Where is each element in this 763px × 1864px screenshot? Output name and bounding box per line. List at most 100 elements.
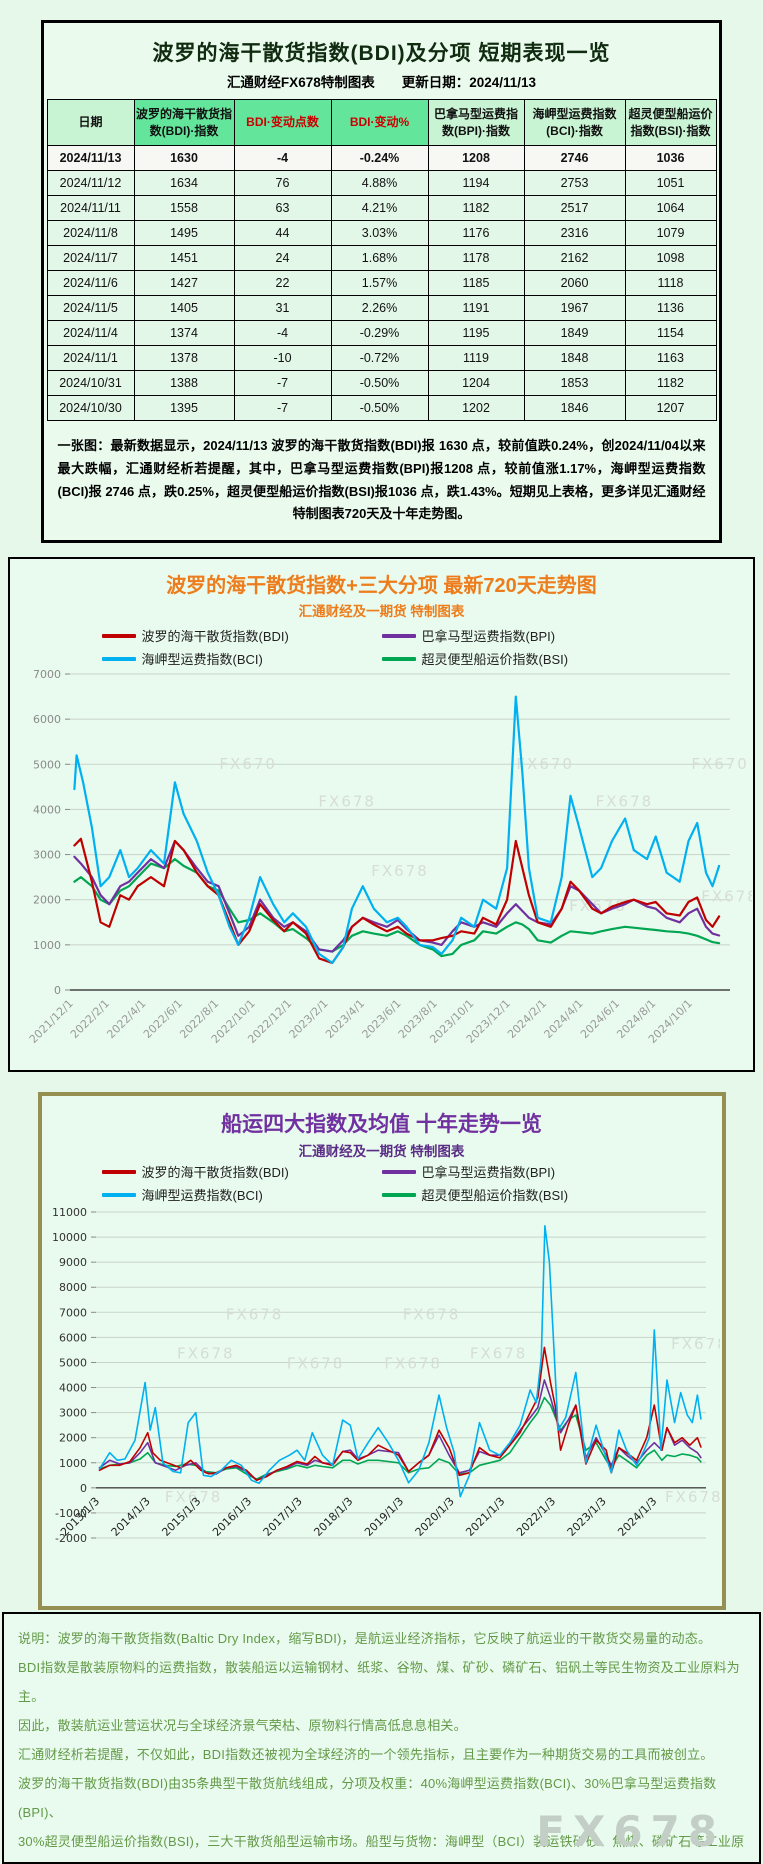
explanation-line: BDI指数是散装原物料的运费指数，散装船运以运输钢材、纸浆、谷物、煤、矿砂、磷矿… <box>18 1660 740 1704</box>
value-cell: 2746 <box>523 145 626 171</box>
chart-watermark: FX678 <box>402 1306 460 1324</box>
chart-10y-legend: 波罗的海干散货指数(BDI) 巴拿马型运费指数(BPI) 海岬型运费指数(BCI) 超… <box>101 1162 662 1204</box>
value-cell: 1.57% <box>330 270 429 296</box>
chart-watermark: FX678 <box>371 862 429 880</box>
y-tick-label: 10000 <box>52 1231 87 1244</box>
value-cell: 1204 <box>427 370 525 396</box>
table-row: 2024/11/12 1634 76 4.88% 1194 2753 1051 <box>46 170 717 196</box>
value-cell: 1374 <box>133 320 235 346</box>
column-header: BDI·变动% <box>330 99 429 146</box>
value-cell: 1405 <box>133 295 235 321</box>
chart-watermark: FX678 <box>595 793 653 811</box>
value-cell: 1191 <box>427 295 525 321</box>
y-tick-label: 3000 <box>33 849 61 862</box>
legend-label: 波罗的海干散货指数(BDI) <box>141 629 289 644</box>
table-row: 2024/10/30 1395 -7 -0.50% 1202 1846 1207 <box>46 395 717 421</box>
y-tick-label: 9000 <box>59 1256 87 1269</box>
date-cell: 2024/11/1 <box>46 345 135 371</box>
legend-label: 超灵便型船运价指数(BSI) <box>421 652 569 667</box>
date-cell: 2024/11/11 <box>46 195 135 221</box>
bdi-table: 日期 波罗的海干散货指数(BDI)·指数 BDI·变动点数 BDI·变动% 巴拿马型运费… <box>46 99 717 421</box>
legend-item: 巴拿马型运费指数(BPI) <box>381 626 662 645</box>
table-row: 2024/11/11 1558 63 4.21% 1182 2517 1064 <box>46 195 717 221</box>
legend-line-swatch <box>101 633 136 638</box>
chart-watermark: FX678 <box>701 888 752 906</box>
legend-line-swatch <box>381 656 416 661</box>
value-cell: -0.29% <box>330 320 429 346</box>
x-tick-label: 2019/1/3 <box>362 1495 406 1539</box>
value-cell: 1427 <box>133 270 235 296</box>
value-cell: 31 <box>233 295 332 321</box>
series-line <box>98 1224 702 1498</box>
explanation-panel: 说明：波罗的海干散货指数(Baltic Dry Index，缩写BDI)，是航运… <box>2 1612 761 1864</box>
y-tick-label: 5000 <box>33 758 61 771</box>
value-cell: -4 <box>233 145 332 171</box>
legend-line-swatch <box>381 633 416 638</box>
chart-720-legend: 波罗的海干散货指数(BDI) 巴拿马型运费指数(BPI) 海岬型运费指数(BCI) 超… <box>101 626 662 668</box>
legend-label: 超灵便型船运价指数(BSI) <box>421 1188 569 1203</box>
value-cell: 1388 <box>133 370 235 396</box>
chart-watermark: FX678 <box>469 1345 527 1363</box>
legend-item: 海岬型运费指数(BCI) <box>101 1185 382 1204</box>
value-cell: 1182 <box>624 370 717 396</box>
legend-label: 巴拿马型运费指数(BPI) <box>421 629 556 644</box>
value-cell: 4.88% <box>330 170 429 196</box>
legend-label: 海岬型运费指数(BCI) <box>141 1188 263 1203</box>
table-title: 波罗的海干散货指数(BDI)及分项 短期表现一览 <box>152 42 611 65</box>
y-tick-label: 1000 <box>59 1457 87 1470</box>
table-row: 2024/11/4 1374 -4 -0.29% 1195 1849 1154 <box>46 320 717 346</box>
explanation-line: 说明：波罗的海干散货指数(Baltic Dry Index，缩写BDI)，是航运… <box>18 1631 712 1646</box>
bdi-table-header-row: 日期 波罗的海干散货指数(BDI)·指数 BDI·变动点数 BDI·变动% 巴拿马型运费… <box>46 99 717 146</box>
explanation-line: 汇通财经析若提醒，不仅如此，BDI指数还被视为全球经济的一个领先指标，且主要作为… <box>18 1747 714 1762</box>
legend-item: 波罗的海干散货指数(BDI) <box>101 1162 382 1181</box>
bdi-table-body: 2024/11/13 1630 -4 -0.24% 1208 2746 1036 2024/1… <box>46 145 717 421</box>
y-tick-label: 11000 <box>52 1206 87 1219</box>
value-cell: 1064 <box>624 195 717 221</box>
y-tick-label: 5000 <box>59 1356 87 1369</box>
value-cell: 44 <box>233 220 332 246</box>
legend-line-swatch <box>101 656 136 661</box>
value-cell: -0.72% <box>330 345 429 371</box>
value-cell: 1194 <box>427 170 525 196</box>
chart-watermark: FX678 <box>286 1354 344 1372</box>
series-line <box>72 858 720 958</box>
y-tick-label: 1000 <box>33 939 61 952</box>
x-tick-label: 2024/1/3 <box>615 1495 659 1539</box>
legend-line-swatch <box>381 1192 416 1197</box>
value-cell: 1202 <box>427 395 525 421</box>
value-cell: 2753 <box>523 170 626 196</box>
value-cell: 1195 <box>427 320 525 346</box>
x-tick-label: 2024/4/1 <box>541 997 585 1041</box>
table-row: 2024/11/13 1630 -4 -0.24% 1208 2746 1036 <box>46 145 717 171</box>
chart-720-panel: 波罗的海干散货指数+三大分项 最新720天走势图 汇通财经及一期货 特制图表 波… <box>8 557 755 1072</box>
table-row: 2024/11/7 1451 24 1.68% 1178 2162 1098 <box>46 245 717 271</box>
value-cell: 2060 <box>523 270 626 296</box>
chart-watermark: FX678 <box>671 1335 720 1353</box>
series-line <box>98 1396 702 1480</box>
y-tick-label: 6000 <box>59 1331 87 1344</box>
value-cell: 1634 <box>133 170 235 196</box>
chart-watermark: FX678 <box>177 1345 235 1363</box>
value-cell: 1176 <box>427 220 525 246</box>
date-cell: 2024/10/31 <box>46 370 135 396</box>
x-tick-label: 2021/1/3 <box>463 1495 507 1539</box>
column-header: 巴拿马型运费指数(BPI)·指数 <box>427 99 525 146</box>
value-cell: 1154 <box>624 320 717 346</box>
chart-watermark: FX678 <box>665 1488 720 1506</box>
value-cell: 1036 <box>624 145 717 171</box>
chart-watermark: FX678 <box>318 793 376 811</box>
value-cell: -7 <box>233 370 332 396</box>
date-cell: 2024/11/4 <box>46 320 135 346</box>
value-cell: 1395 <box>133 395 235 421</box>
column-header: 波罗的海干散货指数(BDI)·指数 <box>133 99 235 146</box>
series-line <box>72 837 720 964</box>
chart-10y-panel: 船运四大指数及均值 十年走势一览 汇通财经及一期货 特制图表 波罗的海干散货指数… <box>37 1092 726 1610</box>
value-cell: 1118 <box>624 270 717 296</box>
chart-720-svg: 0 1000 2000 3000 4000 5000 6000 7000 FX670 FX678 F… <box>26 668 752 1046</box>
chart-10y-subtitle: 汇通财经及一期货 特制图表 <box>298 1144 465 1159</box>
legend-item: 海岬型运费指数(BCI) <box>101 649 382 668</box>
value-cell: 1185 <box>427 270 525 296</box>
legend-item: 超灵便型船运价指数(BSI) <box>381 649 662 668</box>
y-tick-label: 7000 <box>59 1306 87 1319</box>
column-header: BDI·变动点数 <box>233 99 332 146</box>
